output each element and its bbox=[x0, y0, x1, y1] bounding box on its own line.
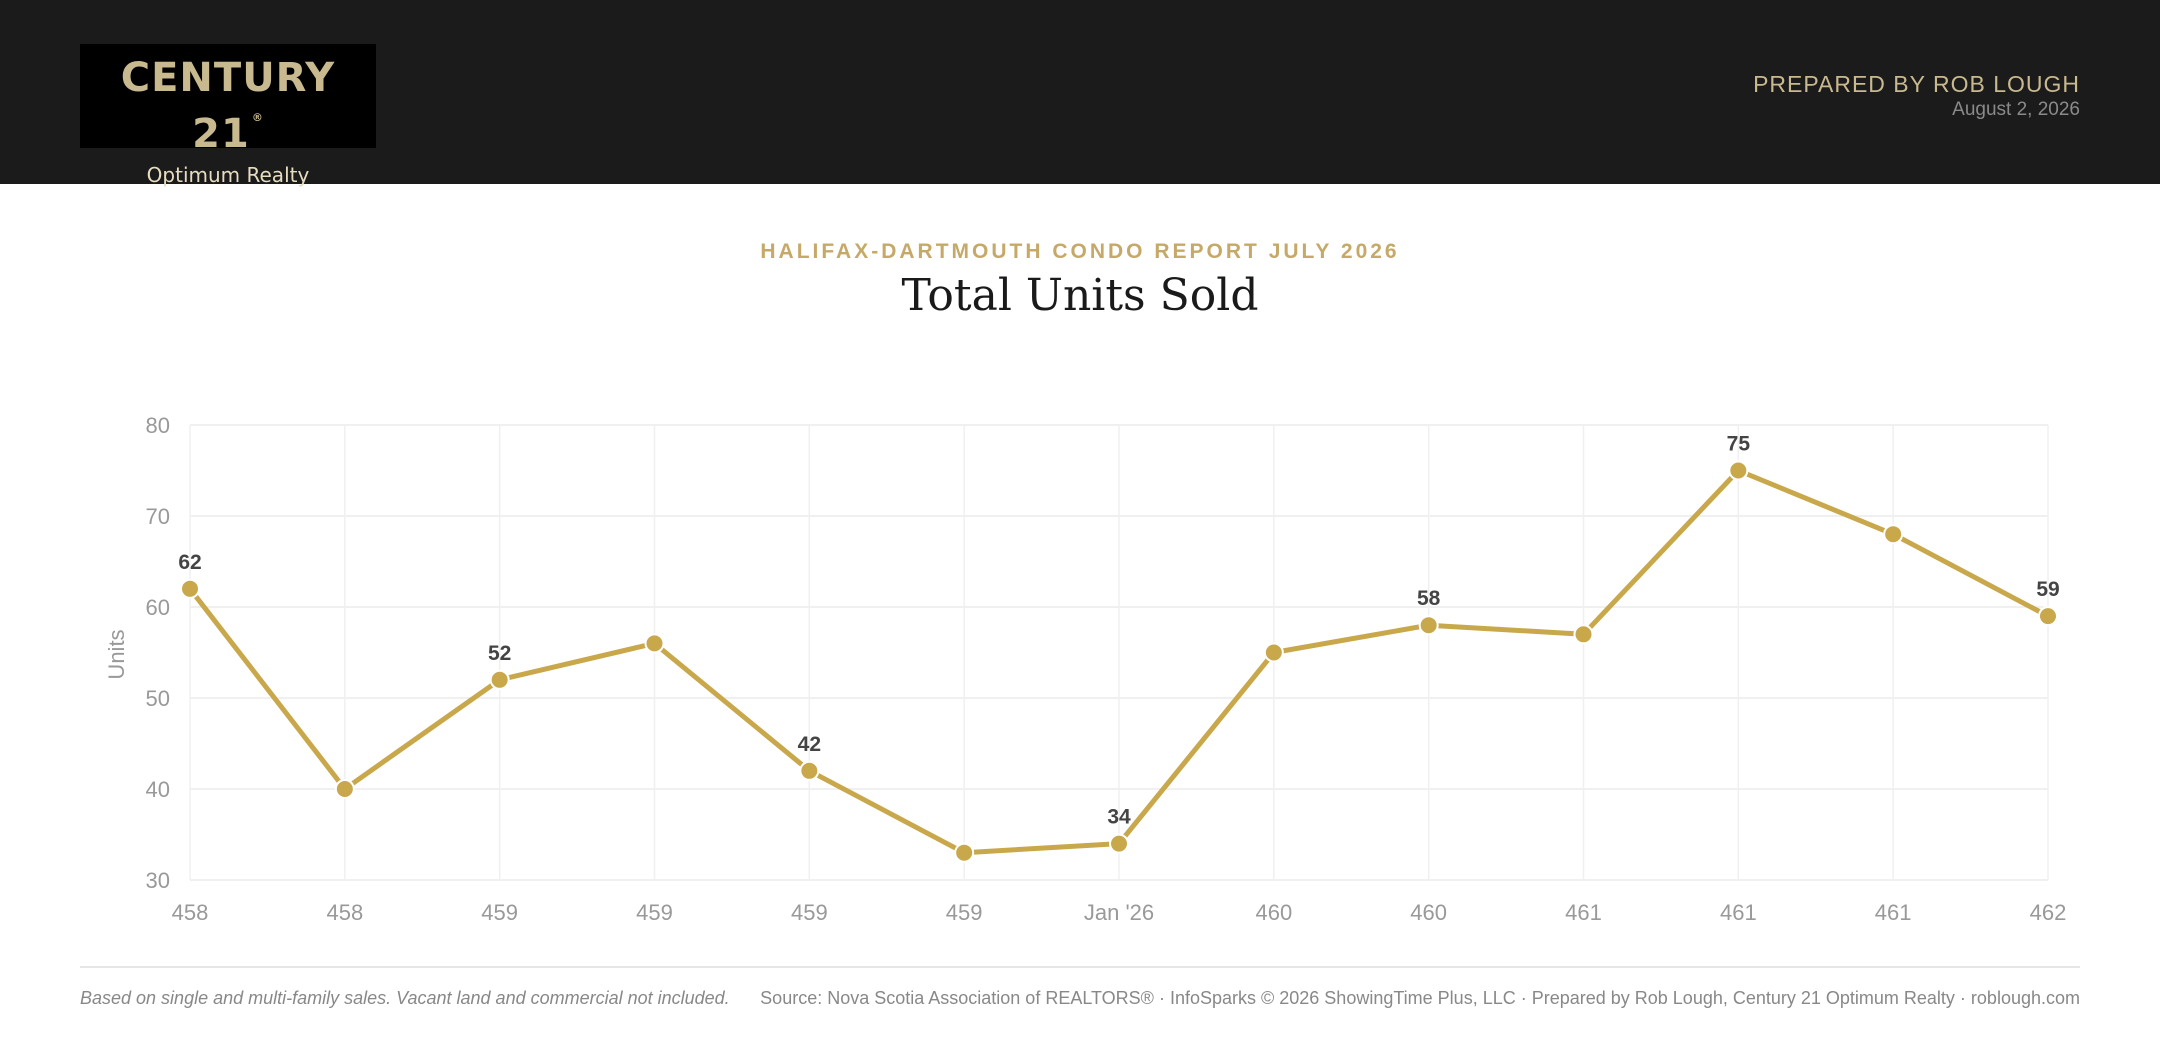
data-point bbox=[489, 669, 510, 690]
report-header: CENTURY 21 ® Optimum Realty PREPARED BY R… bbox=[0, 0, 2160, 187]
x-tick-label: 458 bbox=[172, 900, 209, 925]
data-point bbox=[334, 779, 355, 799]
century21-logo: CENTURY 21 ® Optimum Realty bbox=[80, 44, 376, 187]
data-label: 75 bbox=[1727, 433, 1751, 456]
data-point bbox=[1263, 642, 1284, 663]
y-axis-label: Units bbox=[104, 629, 129, 679]
logo-subtitle: Optimum Realty bbox=[146, 163, 310, 187]
data-point bbox=[2038, 606, 2058, 627]
data-point bbox=[1728, 460, 1749, 481]
report-subtitle: HALIFAX-DARTMOUTH CONDO REPORT JULY 2026 bbox=[760, 240, 1400, 263]
footer-source: Source: Nova Scotia Association of REALT… bbox=[760, 988, 2080, 1008]
x-tick-label: 460 bbox=[1255, 900, 1292, 925]
footer-note: Based on single and multi-family sales. … bbox=[80, 988, 730, 1008]
data-label: 59 bbox=[2036, 578, 2059, 601]
x-tick-label: 461 bbox=[1565, 900, 1602, 925]
data-point bbox=[1109, 833, 1129, 854]
y-tick-label: 70 bbox=[146, 504, 170, 529]
data-point bbox=[954, 842, 975, 863]
prepared-block: PREPARED BY ROB LOUGH August 2, 2026 bbox=[1753, 70, 2080, 122]
data-point bbox=[644, 633, 665, 654]
data-label: 52 bbox=[488, 642, 511, 665]
x-tick-label: 459 bbox=[636, 900, 673, 925]
data-label: 58 bbox=[1417, 587, 1441, 610]
y-tick-label: 40 bbox=[146, 777, 170, 802]
y-tick-label: 60 bbox=[146, 595, 170, 620]
x-tick-label: 461 bbox=[1875, 900, 1912, 925]
x-tick-label: 459 bbox=[481, 900, 518, 925]
prepared-by: PREPARED BY ROB LOUGH bbox=[1753, 71, 2080, 97]
data-label: 34 bbox=[1107, 806, 1131, 829]
chart-title: Total Units Sold bbox=[901, 270, 1259, 321]
logo-wordmark: CENTURY 21 ® bbox=[120, 55, 336, 157]
x-tick-label: 458 bbox=[326, 900, 363, 925]
x-tick-label: Jan '26 bbox=[1084, 900, 1154, 925]
x-tick-label: 462 bbox=[2030, 900, 2067, 925]
y-tick-label: 80 bbox=[146, 413, 170, 438]
data-point bbox=[1883, 524, 1904, 545]
data-point bbox=[1573, 624, 1594, 645]
data-point bbox=[180, 578, 200, 599]
report-date: August 2, 2026 bbox=[1952, 99, 2080, 120]
data-point bbox=[799, 760, 820, 781]
footer-divider bbox=[80, 966, 2080, 968]
y-tick-label: 50 bbox=[146, 686, 170, 711]
x-tick-label: 459 bbox=[791, 900, 828, 925]
y-tick-label: 30 bbox=[146, 868, 170, 893]
x-tick-label: 459 bbox=[946, 900, 983, 925]
x-tick-label: 460 bbox=[1410, 900, 1447, 925]
x-tick-label: 461 bbox=[1720, 900, 1757, 925]
data-label: 42 bbox=[798, 733, 821, 756]
data-label: 62 bbox=[178, 551, 201, 574]
data-point bbox=[1418, 615, 1439, 636]
